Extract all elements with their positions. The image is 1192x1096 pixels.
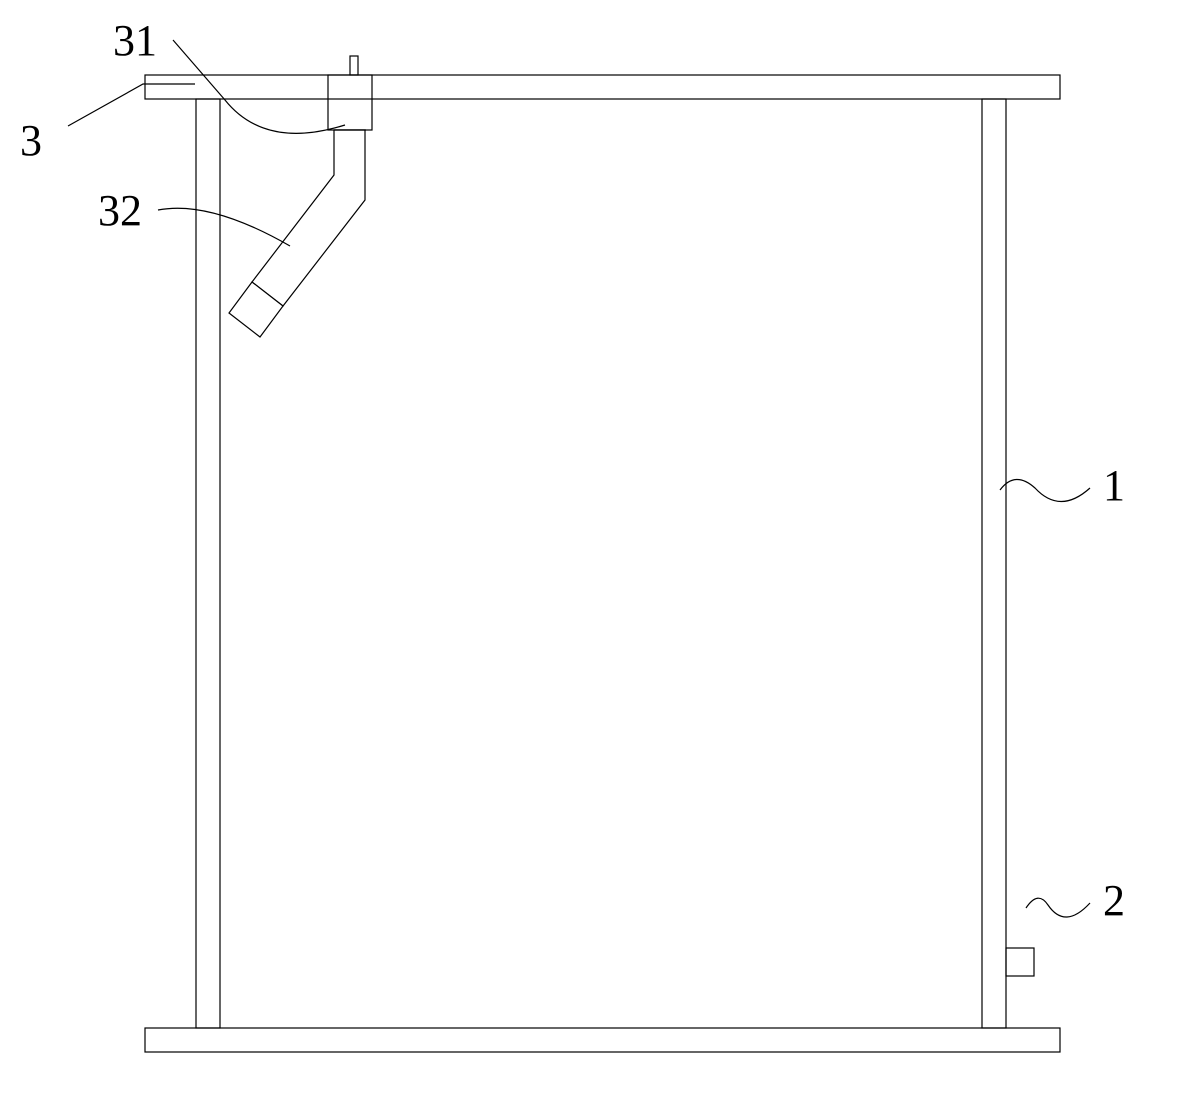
top-plate — [145, 75, 1060, 99]
label-l31: 31 — [113, 16, 157, 65]
inlet-pipe — [252, 130, 365, 306]
inlet-stub — [350, 56, 358, 75]
leader-l3 — [68, 84, 195, 126]
label-l32: 32 — [98, 186, 142, 235]
bottom-plate — [145, 1028, 1060, 1052]
leader-l31 — [173, 40, 345, 133]
label-l3: 3 — [20, 116, 42, 165]
leader-l32 — [158, 208, 290, 246]
inlet-block — [328, 75, 372, 130]
label-l1: 1 — [1103, 461, 1125, 510]
outlet-port — [1006, 948, 1034, 976]
leader-lines — [68, 40, 1090, 917]
right-wall — [982, 99, 1006, 1028]
label-l2: 2 — [1103, 876, 1125, 925]
left-wall — [196, 99, 220, 1028]
leader-l1 — [1000, 479, 1090, 501]
leader-l2 — [1026, 898, 1090, 917]
reference-labels: 3 31 32 1 2 — [20, 16, 1125, 925]
vessel-diagram — [145, 56, 1060, 1052]
